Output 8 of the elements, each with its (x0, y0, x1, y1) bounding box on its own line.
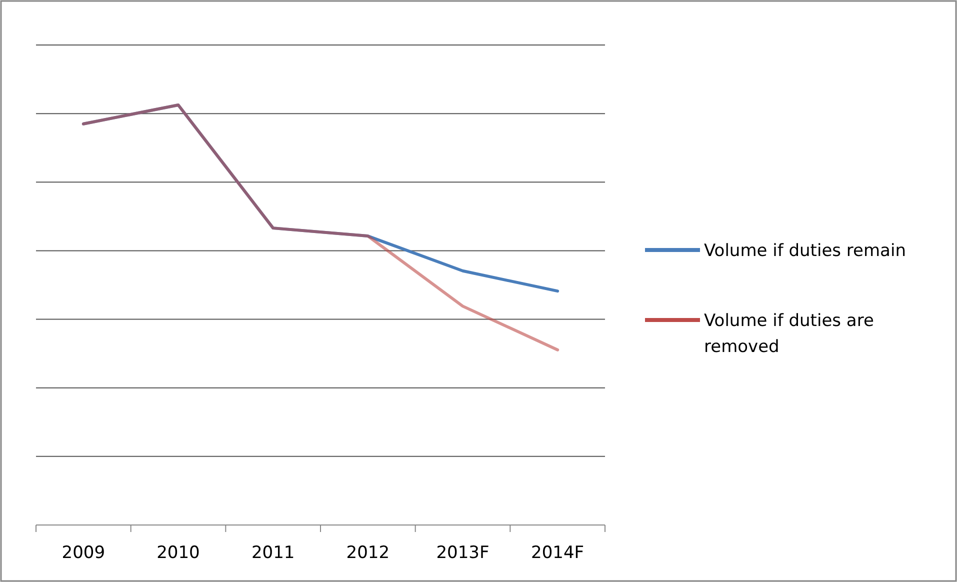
x-tick-label: 2010 (156, 543, 200, 563)
x-tick-label: 2012 (346, 543, 390, 563)
legend-label: Volume if duties are removed (704, 311, 874, 357)
x-tick-label: 2009 (62, 543, 106, 563)
x-tick-label: 2013F (436, 543, 490, 563)
x-tick-label: 2014F (531, 543, 584, 563)
x-tick-label: 2011 (251, 543, 295, 563)
legend-label: Volume if duties remain (704, 241, 906, 261)
